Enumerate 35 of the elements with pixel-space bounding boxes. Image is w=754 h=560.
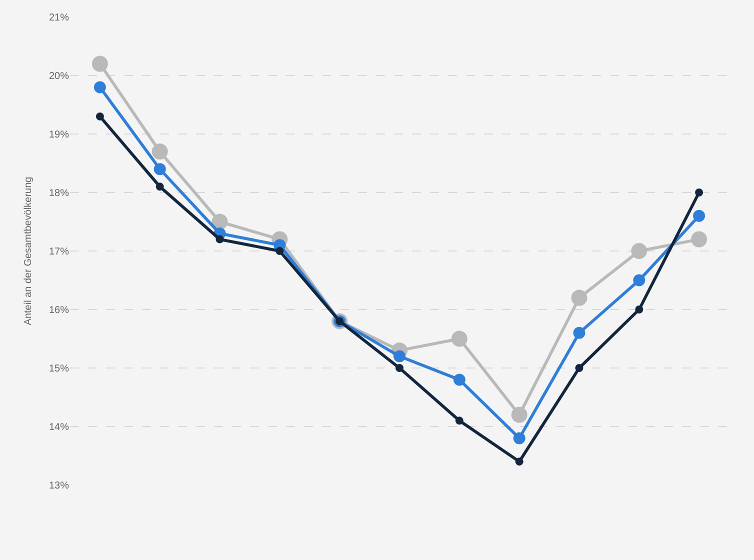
point xyxy=(695,188,704,196)
point xyxy=(693,210,706,222)
point xyxy=(511,406,528,423)
point xyxy=(575,364,584,372)
y-tick-label: 15% xyxy=(48,364,70,374)
point xyxy=(631,243,648,259)
y-tick-label: 21% xyxy=(48,12,70,24)
point xyxy=(276,247,284,255)
point xyxy=(216,235,224,244)
point xyxy=(513,432,526,444)
point xyxy=(92,56,108,72)
point xyxy=(156,182,164,191)
y-tick-label: 17% xyxy=(48,246,70,258)
point xyxy=(571,290,588,306)
point xyxy=(396,364,404,372)
point xyxy=(154,163,166,176)
point xyxy=(152,144,168,160)
point xyxy=(94,81,106,94)
y-tick-label: 19% xyxy=(48,130,70,140)
y-tick-label: 18% xyxy=(48,188,70,199)
point xyxy=(451,330,468,347)
point xyxy=(691,231,708,248)
y-tick-label: 16% xyxy=(48,305,70,316)
point xyxy=(515,458,524,466)
y-tick-label: 13% xyxy=(48,480,70,492)
point xyxy=(453,374,466,386)
y-tick-label: 14% xyxy=(48,422,70,433)
point xyxy=(635,306,644,314)
point xyxy=(573,326,586,339)
point xyxy=(455,416,464,425)
point xyxy=(394,350,406,362)
y-axis-title: Anteil an der Gesamtbevölkerung xyxy=(22,176,34,326)
point xyxy=(633,274,646,286)
point xyxy=(96,112,104,120)
y-tick-label: 20% xyxy=(48,71,70,82)
